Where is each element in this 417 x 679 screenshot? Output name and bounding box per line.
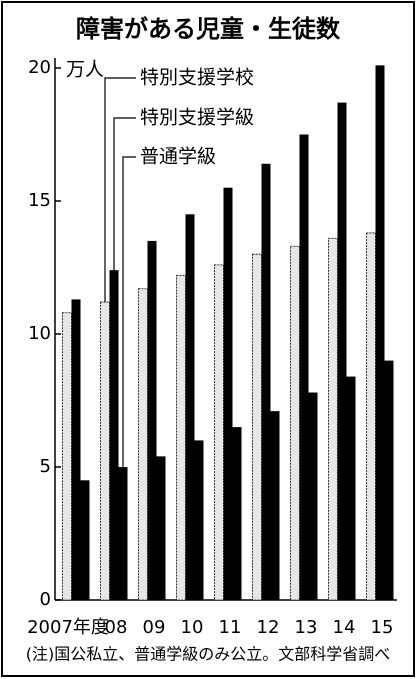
leader-line [113,117,136,271]
y-tick-label: 20 [28,57,51,78]
y-tick-label: 15 [28,190,51,211]
bar [194,440,204,600]
bar [384,360,394,600]
x-tick-label: 08 [105,617,128,638]
x-tick-label: 14 [333,617,356,638]
y-tick-label: 0 [40,589,51,610]
bar [328,237,338,601]
x-tick-label: 15 [371,617,394,638]
bar [109,270,119,600]
bar [261,163,271,600]
bar [223,187,233,600]
y-unit: 万人 [66,59,104,81]
bar [71,299,81,600]
y-tick-label: 10 [28,323,51,344]
bar [214,264,224,601]
bar [147,240,157,600]
bar [176,275,186,601]
bar [366,232,376,601]
bar [270,411,280,600]
y-tick-label: 5 [40,456,51,477]
legend-label: 特別支援学級 [140,107,254,129]
bar [252,253,262,601]
x-tick-label: 2007年度 [27,617,109,638]
bar [138,288,148,601]
bar [375,65,385,601]
x-tick-label: 12 [257,617,280,638]
bar [118,467,128,600]
bar [80,480,90,600]
bar [185,214,195,601]
x-tick-label: 11 [219,617,242,638]
chart-title: 障害がある児童・生徒数 [76,15,341,43]
bar [337,102,347,600]
bar [299,134,309,600]
bar [308,392,318,600]
x-tick-label: 09 [143,617,166,638]
bar [346,376,356,600]
leader-line [104,77,136,303]
bar [62,312,72,601]
legend-label: 特別支援学校 [140,67,254,89]
bar [156,456,166,600]
bar [232,427,242,600]
note: (注)国公私立、普通学級のみ公立。文部科学省調べ [26,645,391,664]
legend-label: 普通学級 [140,146,216,168]
bar [290,245,300,601]
x-tick-label: 13 [295,617,318,638]
leader-line [122,156,136,467]
x-tick-label: 10 [181,617,204,638]
bar [100,301,110,601]
